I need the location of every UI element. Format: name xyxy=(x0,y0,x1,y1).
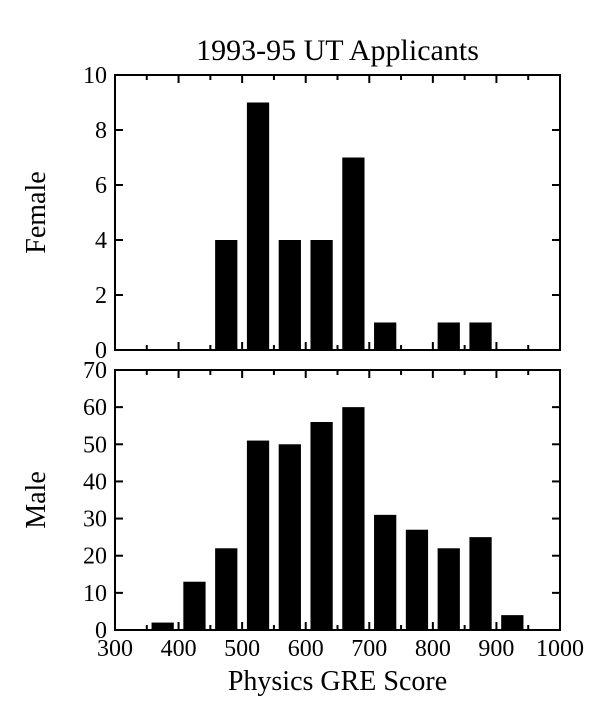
histogram-bar xyxy=(501,615,523,630)
chart-container: 1993-95 UT Applicants0246810Female010203… xyxy=(0,0,608,708)
chart-title: 1993-95 UT Applicants xyxy=(196,34,479,67)
y-tick-label: 60 xyxy=(83,395,107,421)
y-tick-label: 10 xyxy=(83,581,107,607)
histogram-bar xyxy=(215,240,237,350)
histogram-bar xyxy=(152,623,174,630)
histogram-bar xyxy=(279,240,301,350)
histogram-bar xyxy=(438,323,460,351)
histogram-bar xyxy=(406,530,428,630)
histogram-bar xyxy=(183,582,205,630)
y-tick-label: 6 xyxy=(95,173,107,199)
y-axis-label: Female xyxy=(21,171,52,253)
x-tick-label: 800 xyxy=(415,636,451,662)
histogram-bar xyxy=(247,103,269,351)
histogram-bar xyxy=(310,240,332,350)
histogram-bar xyxy=(215,548,237,630)
y-tick-label: 40 xyxy=(83,469,107,495)
histogram-bar xyxy=(247,441,269,630)
x-tick-label: 1000 xyxy=(536,636,584,662)
histogram-bar xyxy=(374,515,396,630)
x-tick-label: 900 xyxy=(478,636,514,662)
histogram-bar xyxy=(279,444,301,630)
y-tick-label: 8 xyxy=(95,118,107,144)
histogram-bar xyxy=(342,407,364,630)
y-tick-label: 10 xyxy=(83,63,107,89)
histogram-bar xyxy=(310,422,332,630)
x-tick-label: 500 xyxy=(224,636,260,662)
x-tick-label: 600 xyxy=(288,636,324,662)
histogram-bar xyxy=(469,537,491,630)
y-tick-label: 50 xyxy=(83,432,107,458)
histogram-bar xyxy=(342,158,364,351)
x-tick-label: 400 xyxy=(161,636,197,662)
histogram-bar xyxy=(438,548,460,630)
y-tick-label: 70 xyxy=(83,358,107,384)
y-tick-label: 2 xyxy=(95,283,107,309)
y-tick-label: 4 xyxy=(95,228,107,254)
x-axis-label: Physics GRE Score xyxy=(228,666,447,697)
x-tick-label: 300 xyxy=(97,636,133,662)
histogram-figure: 1993-95 UT Applicants0246810Female010203… xyxy=(0,0,608,708)
y-axis-label: Male xyxy=(21,471,52,529)
histogram-bar xyxy=(374,323,396,351)
x-tick-label: 700 xyxy=(351,636,387,662)
y-tick-label: 20 xyxy=(83,544,107,570)
histogram-bar xyxy=(469,323,491,351)
y-tick-label: 30 xyxy=(83,507,107,533)
